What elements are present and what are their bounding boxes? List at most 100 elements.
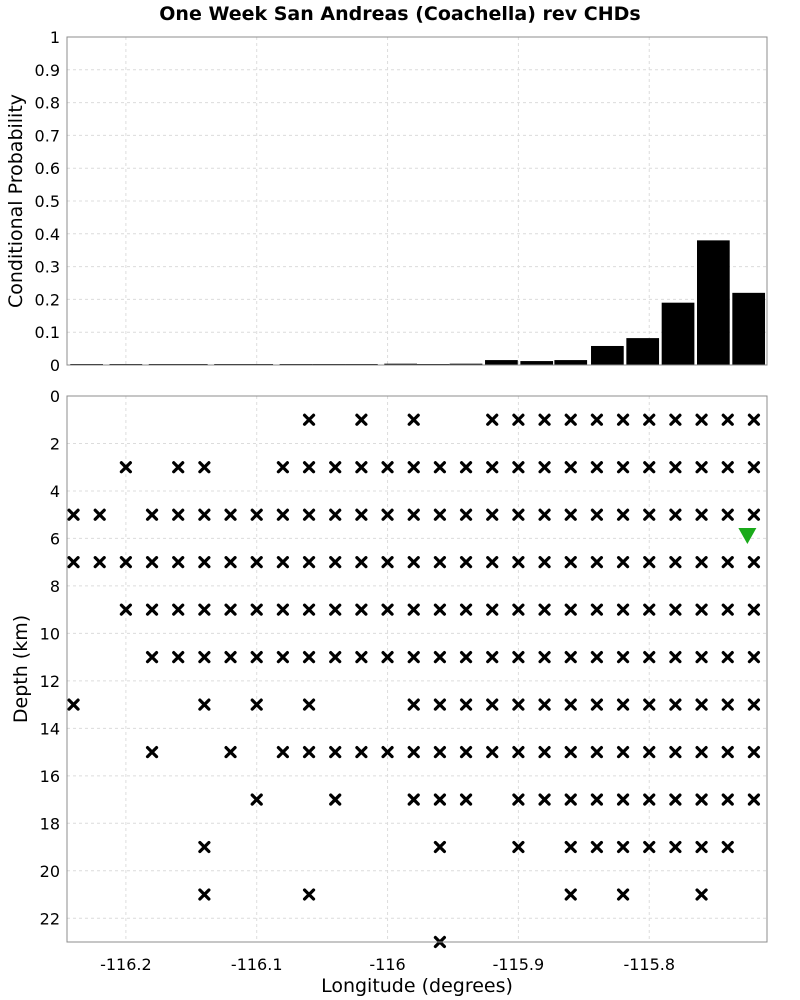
x-marker-stroke [564,840,577,854]
x-marker-stroke [145,745,159,759]
data-point-x-marker [695,651,708,664]
data-point-x-marker [407,698,420,711]
x-marker-stroke [145,603,159,616]
data-point-x-marker [643,698,656,711]
x-marker-stroke [721,461,734,474]
data-point-x-marker [538,698,551,711]
data-point-x-marker [616,840,630,854]
x-marker-stroke [433,603,446,616]
probability-bar-panel: 0 0.1 0.2 0.3 0.4 0.5 0.6 0.7 0.8 0.9 1 Conditiona… [5,28,768,375]
data-point-x-marker [355,603,368,616]
data-point-x-marker [669,651,682,664]
data-point-x-marker [538,793,551,806]
x-marker-stroke [512,556,525,569]
data-point-x-marker [172,508,185,521]
data-point-x-marker [669,745,682,759]
x-marker-stroke [512,698,525,711]
data-point-x-marker [459,603,473,616]
x-marker-stroke [67,556,80,569]
x-marker-stroke [355,651,368,664]
x-marker-stroke [329,556,342,569]
x-marker-stroke [355,603,368,616]
data-point-x-marker [512,603,525,616]
data-point-x-marker [355,461,368,474]
data-point-x-marker [747,413,761,426]
data-point-x-marker [459,508,473,521]
data-point-x-marker [355,556,368,569]
x-marker-stroke [747,508,761,521]
probability-plot-frame [66,36,768,366]
data-point-x-marker [459,556,473,569]
x-marker-stroke [538,461,551,474]
data-point-x-marker [145,508,159,521]
x-marker-stroke [486,413,499,426]
x-marker-stroke [329,793,342,806]
data-point-x-marker [747,698,761,711]
x-marker-stroke [433,651,446,664]
data-point-x-marker [512,461,525,474]
x-marker-stroke [459,603,473,616]
data-point-x-marker [407,603,420,616]
x-marker-stroke [695,698,708,711]
x-marker-stroke [590,698,604,711]
data-point-x-marker [590,651,604,664]
x-marker-stroke [302,461,316,474]
x-marker-stroke [512,651,525,664]
x-marker-stroke [695,840,708,854]
data-point-x-marker [564,651,577,664]
data-point-x-marker [381,556,394,569]
data-point-x-marker [329,508,342,521]
y-tick-label: 0.5 [35,192,60,211]
data-point-x-marker [564,461,577,474]
x-marker-stroke [459,461,473,474]
x-marker-stroke [747,698,761,711]
data-point-x-marker [616,888,630,901]
data-point-x-marker [224,508,237,521]
data-point-x-marker [590,793,604,806]
data-point-x-marker [250,556,263,569]
data-point-x-marker [433,698,446,711]
probability-bar [449,363,483,365]
data-point-x-marker [198,508,211,521]
x-marker-stroke [721,651,734,664]
x-marker-stroke [643,745,656,759]
data-point-x-marker [695,698,708,711]
y-tick-label: 0.6 [35,159,60,178]
data-point-x-marker [616,793,630,806]
data-point-x-marker [538,651,551,664]
data-point-x-marker [669,840,682,854]
data-point-x-marker [329,603,342,616]
data-point-x-marker [433,603,446,616]
data-point-x-marker [486,508,499,521]
x-marker-stroke [564,888,577,901]
x-marker-stroke [407,698,420,711]
data-point-x-marker [643,461,656,474]
data-point-x-marker [381,651,394,664]
data-point-x-marker [695,888,708,901]
data-point-x-marker [172,603,185,616]
x-marker-stroke [381,508,394,521]
data-point-x-marker [721,508,734,521]
data-point-x-marker [355,508,368,521]
x-marker-stroke [669,698,682,711]
data-point-x-marker [172,556,185,569]
x-marker-stroke [93,508,106,521]
x-marker-stroke [459,651,473,664]
x-marker-stroke [538,793,551,806]
x-marker-stroke [276,556,289,569]
x-marker-stroke [329,603,342,616]
data-point-x-marker [381,508,394,521]
data-point-x-marker [329,651,342,664]
data-point-x-marker [93,508,106,521]
x-marker-stroke [721,556,734,569]
data-point-x-marker [512,651,525,664]
y-tick-label: 12 [40,672,60,691]
x-marker-stroke [669,603,682,616]
x-marker-stroke [512,793,525,806]
data-point-x-marker [538,745,551,759]
x-marker-stroke [355,556,368,569]
y-tick-label: 0.8 [35,94,60,113]
y-tick-label: 8 [50,577,60,596]
data-point-x-marker [250,793,263,806]
data-point-x-marker [616,603,630,616]
